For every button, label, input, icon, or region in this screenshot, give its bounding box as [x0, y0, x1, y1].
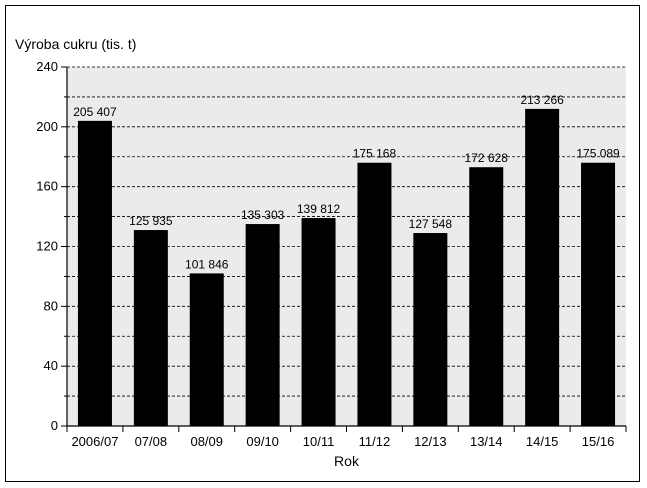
bar [245, 224, 280, 426]
x-tick-label: 2006/07 [71, 434, 118, 449]
x-axis-title: Rok [334, 453, 360, 469]
data-label: 172 628 [465, 151, 509, 165]
data-label: 175 168 [353, 147, 397, 161]
x-tick-label: 08/09 [190, 434, 223, 449]
x-tick-labels: 2006/07 07/08 08/09 09/10 10/11 11/12 12/13 13/… [71, 434, 614, 449]
bar [413, 233, 448, 426]
x-tick-label: 13/14 [470, 434, 503, 449]
data-label: 175 089 [576, 147, 620, 161]
value-labels: 205 407 125 935 101 846 135 303 139 812 175 1… [73, 93, 620, 272]
x-tick-label: 10/11 [303, 434, 335, 449]
data-label: 127 548 [409, 217, 453, 231]
y-axis-title: Výroba cukru (tis. t) [15, 36, 136, 52]
y-tick-label: 120 [36, 239, 58, 254]
y-tick-label: 200 [36, 119, 58, 134]
bar [525, 108, 560, 426]
data-label: 205 407 [73, 105, 117, 119]
bar [581, 162, 616, 426]
data-label: 101 846 [185, 257, 229, 271]
bar [189, 273, 224, 426]
y-tick-label: 160 [36, 179, 58, 194]
y-tick-labels: 0 40 80 120 160 200 240 [36, 59, 58, 433]
bar [469, 167, 504, 427]
bar [133, 230, 168, 426]
x-tick-label: 07/08 [135, 434, 168, 449]
bar [301, 218, 336, 426]
x-tick-label: 12/13 [414, 434, 447, 449]
data-label: 213 266 [520, 93, 564, 107]
y-tick-label: 0 [51, 418, 58, 433]
data-label: 135 303 [241, 208, 285, 222]
x-tick-label: 11/12 [359, 434, 391, 449]
x-tick-label: 15/16 [582, 434, 615, 449]
bar-chart: 205 407 125 935 101 846 135 303 139 812 175 1… [15, 36, 627, 469]
bars [77, 108, 616, 427]
bar [77, 120, 112, 426]
bar [357, 162, 392, 426]
y-tick-label: 240 [36, 59, 58, 74]
x-tick-label: 14/15 [526, 434, 559, 449]
y-tick-label: 80 [44, 298, 58, 313]
x-tick-label: 09/10 [246, 434, 279, 449]
axes [61, 66, 627, 432]
data-label: 125 935 [129, 214, 173, 228]
data-label: 139 812 [297, 202, 341, 216]
chart-frame: 205 407 125 935 101 846 135 303 139 812 175 1… [5, 5, 640, 482]
y-tick-label: 40 [44, 358, 58, 373]
